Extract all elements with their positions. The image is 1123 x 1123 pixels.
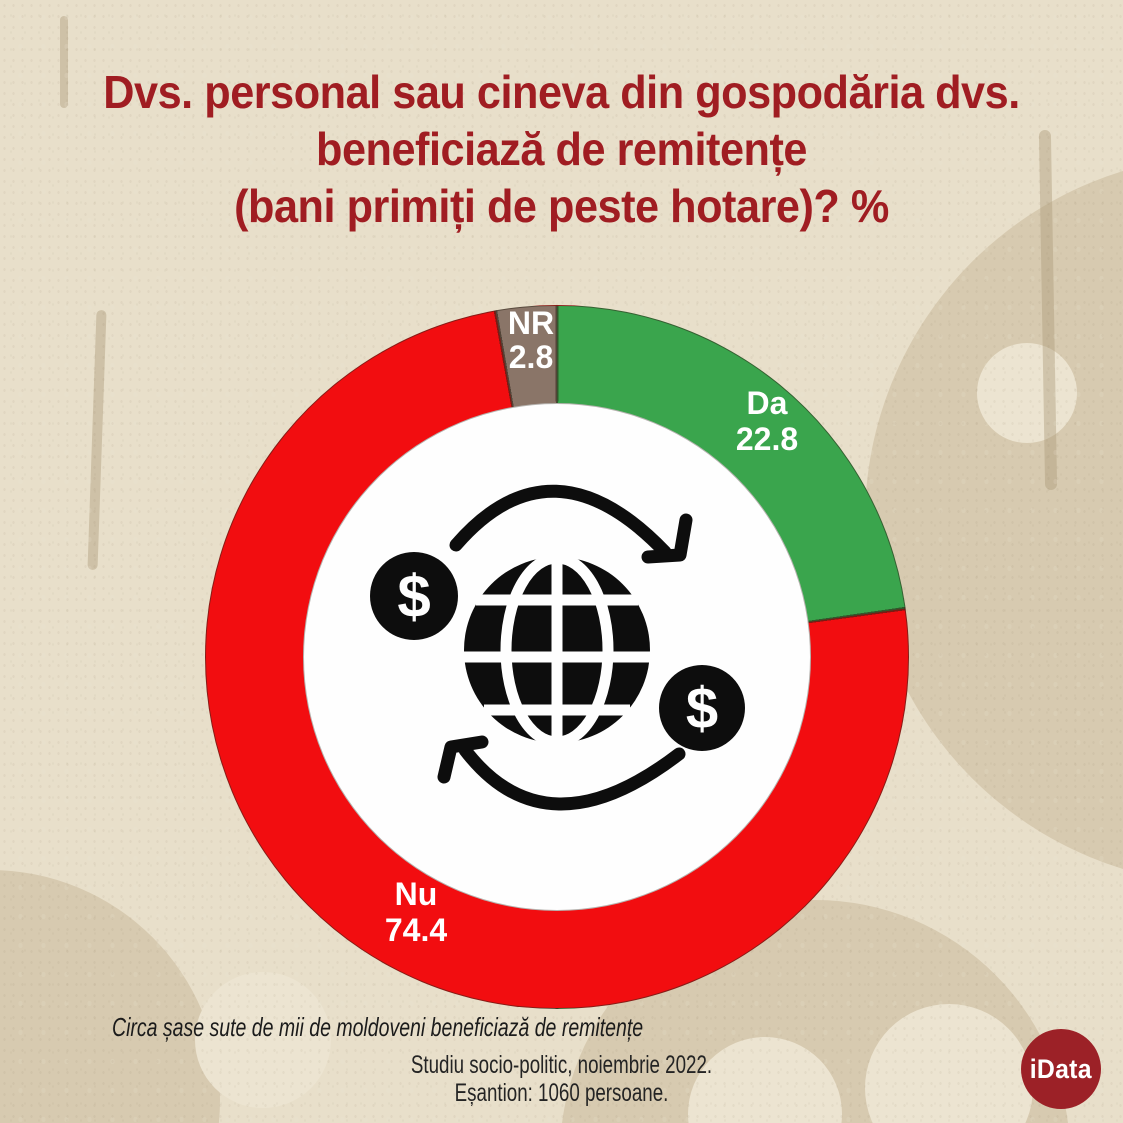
grunge-streak-top-left	[60, 16, 68, 108]
slice-value: 74.4	[384, 912, 448, 948]
grunge-streak-left	[87, 309, 107, 571]
slice-value: 22.8	[735, 421, 799, 457]
background-circle-top-right	[865, 155, 1123, 885]
globe-icon	[462, 552, 652, 748]
dollar-coin-right-icon: $	[659, 665, 745, 751]
slice-label-da: Da 22.8	[697, 385, 837, 457]
dollar-coin-left-icon: $	[370, 552, 458, 640]
background-circle-bottom-left-light	[195, 972, 331, 1108]
footnote: Circa șase sute de mii de moldoveni bene…	[112, 1012, 644, 1042]
slice-label-nr: NR 2.8	[461, 306, 601, 374]
slice-value: 2.8	[508, 339, 554, 375]
source-line-2: Eșantion: 1060 persoane.	[454, 1079, 669, 1107]
source-text: Studiu socio-politic, noiembrie 2022. Eș…	[140, 1051, 982, 1107]
idata-logo: iData	[1021, 1029, 1101, 1109]
source-line-1: Studiu socio-politic, noiembrie 2022.	[410, 1051, 713, 1079]
title-line-1: Dvs. personal sau cineva din gospodăria …	[103, 66, 1020, 118]
title-line-2: beneficiază de remitențe	[316, 123, 807, 175]
exchange-arrows-icon	[437, 484, 693, 811]
page-title: Dvs. personal sau cineva din gospodăria …	[34, 64, 1090, 235]
slice-name: Nu	[394, 876, 438, 912]
svg-text:$: $	[686, 676, 718, 741]
svg-text:$: $	[397, 563, 430, 630]
idata-logo-text: iData	[1029, 1053, 1093, 1084]
slice-label-nu: Nu 74.4	[346, 876, 486, 948]
slice-name: NR	[507, 305, 555, 341]
money-transfer-icon: $ $	[347, 458, 767, 822]
money-transfer-svg: $ $	[370, 484, 745, 811]
title-line-3: (bani primiți de peste hotare)? %	[234, 180, 889, 232]
background-hole-top-right	[977, 343, 1077, 443]
slice-name: Da	[746, 385, 788, 421]
